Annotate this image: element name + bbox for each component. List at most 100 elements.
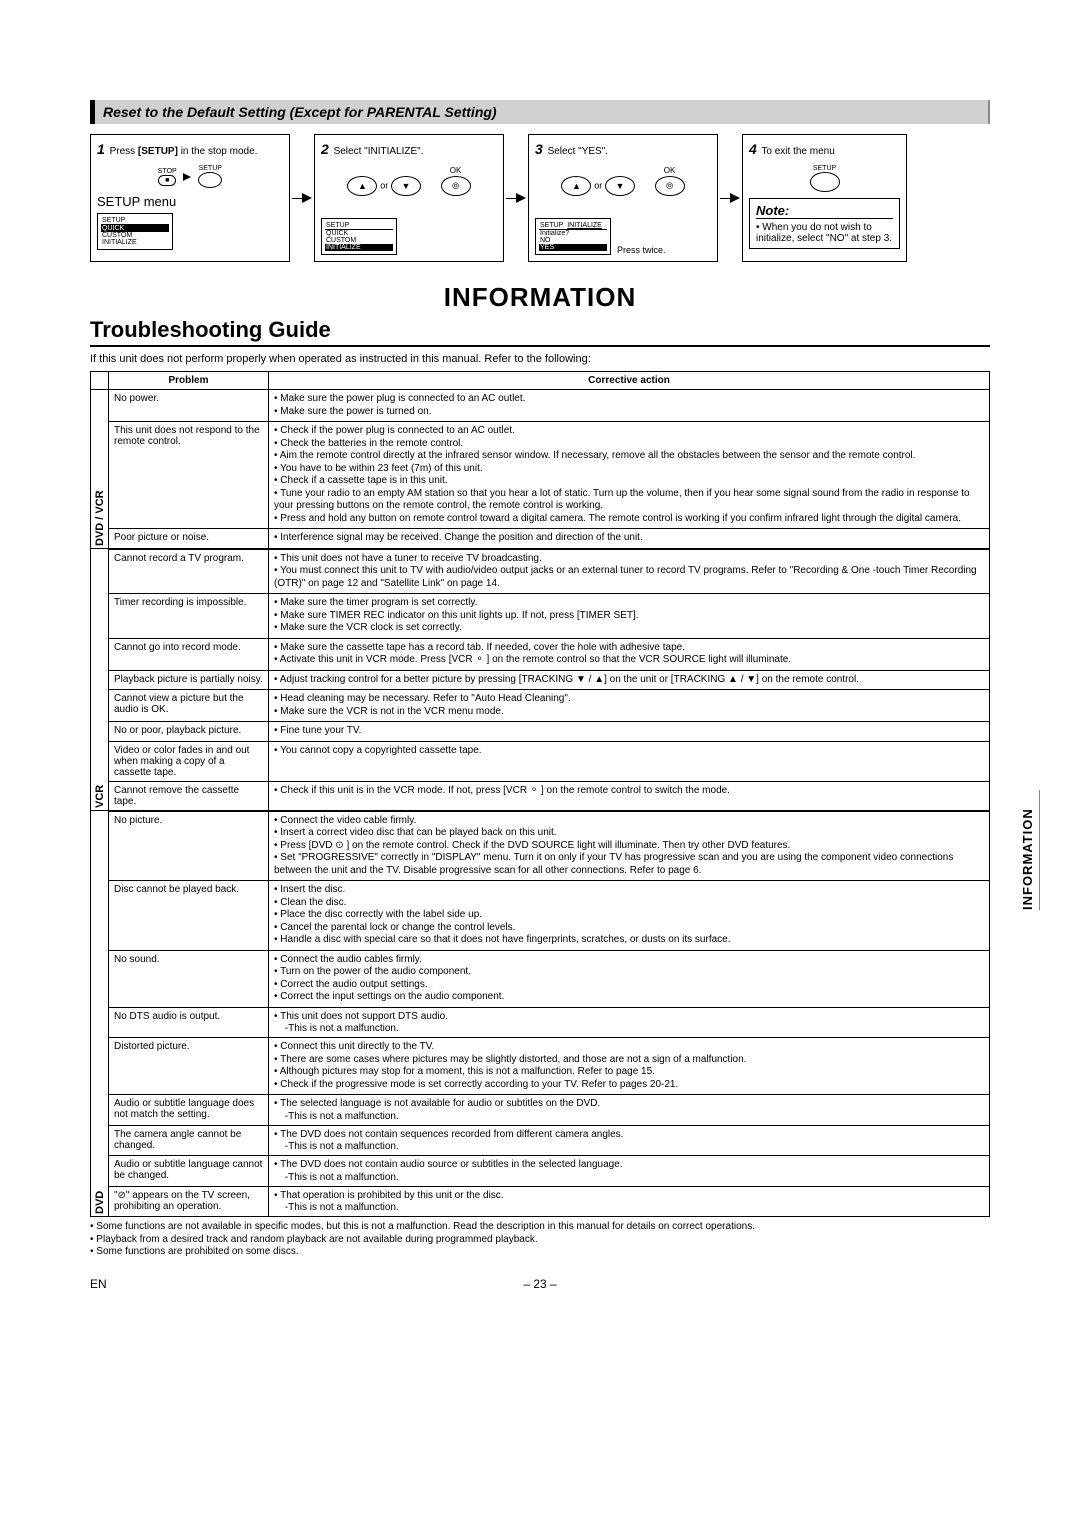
action-item: Make sure the timer program is set corre…	[274, 597, 984, 610]
setup-menu-3: SETUP INITIALIZE Initialize? NO YES	[535, 218, 611, 255]
action-item: Check if a cassette tape is in this unit…	[274, 475, 984, 488]
problem-cell: No DTS audio is output.	[109, 1007, 269, 1038]
step-4: 4 To exit the menu SETUP Note: • When yo…	[742, 134, 907, 262]
action-cell: You cannot copy a copyrighted cassette t…	[269, 741, 990, 781]
action-item: Connect this unit directly to the TV.	[274, 1041, 984, 1054]
troubleshooting-heading: Troubleshooting Guide	[90, 317, 990, 347]
step-2: 2 Select "INITIALIZE". ▲ or ▼ OK ⦾ SETUP…	[314, 134, 504, 262]
problem-cell: Playback picture is partially noisy.	[109, 670, 269, 690]
step-3-text: Select "YES".	[548, 146, 608, 157]
table-row: No DTS audio is output. This unit does no…	[91, 1007, 990, 1038]
step-4-num: 4	[749, 141, 757, 157]
action-cell: The DVD does not contain audio source or…	[269, 1156, 990, 1187]
table-row: The camera angle cannot be changed. The D…	[91, 1125, 990, 1156]
action-item: Adjust tracking control for a better pic…	[274, 674, 984, 687]
action-item: The DVD does not contain sequences recor…	[274, 1129, 984, 1142]
steps-row: 1 Press [SETUP] in the stop mode. STOP ■…	[90, 134, 990, 262]
action-item: -This is not a malfunction.	[274, 1111, 984, 1122]
action-item: That operation is prohibited by this uni…	[274, 1190, 984, 1203]
problem-cell: "⊘" appears on the TV screen, prohibitin…	[109, 1186, 269, 1217]
table-row: "⊘" appears on the TV screen, prohibitin…	[91, 1186, 990, 1217]
ok-button-icon: ⦾	[655, 176, 685, 196]
action-cell: Interference signal may be received. Cha…	[269, 529, 990, 549]
problem-cell: The camera angle cannot be changed.	[109, 1125, 269, 1156]
table-row: Playback picture is partially noisy. Adju…	[91, 670, 990, 690]
action-item: Press and hold any button on remote cont…	[274, 513, 984, 526]
action-item: Place the disc correctly with the label …	[274, 909, 984, 922]
action-item: Check the batteries in the remote contro…	[274, 438, 984, 451]
problem-cell: Cannot go into record mode.	[109, 638, 269, 670]
setup-menu-2: SETUP QUICK CUSTOM INITIALIZE	[321, 218, 397, 255]
problem-cell: Poor picture or noise.	[109, 529, 269, 549]
table-row: Audio or subtitle language does not matc…	[91, 1095, 990, 1126]
action-cell: Make sure the timer program is set corre…	[269, 594, 990, 639]
step-1-text: Press [SETUP] in the stop mode.	[110, 146, 258, 157]
problem-cell: No picture.	[109, 811, 269, 881]
setup-button-icon	[810, 172, 840, 192]
action-item: The selected language is not available f…	[274, 1098, 984, 1111]
intro-text: If this unit does not perform properly w…	[90, 353, 990, 365]
action-item: You must connect this unit to TV with au…	[274, 565, 984, 590]
arrow-icon	[302, 193, 312, 203]
table-row: DVD / VCRNo power.Make sure the power pl…	[91, 390, 990, 422]
page-number: – 23 –	[90, 1277, 990, 1291]
setup-label: SETUP	[199, 165, 222, 172]
down-button-icon: ▼	[605, 176, 635, 196]
action-cell: Make sure the power plug is connected to…	[269, 390, 990, 422]
action-item: Activate this unit in VCR mode. Press [V…	[274, 654, 984, 667]
problem-cell: Video or color fades in and out when mak…	[109, 741, 269, 781]
th-action: Corrective action	[269, 372, 990, 390]
action-item: Insert the disc.	[274, 884, 984, 897]
footnote-item: Some functions are prohibited on some di…	[90, 1246, 990, 1259]
action-item: This unit does not support DTS audio.	[274, 1011, 984, 1024]
action-item: Make sure the VCR clock is set correctly…	[274, 622, 984, 635]
category-cell: DVD	[91, 811, 109, 1217]
action-cell: Insert the disc.Clean the disc.Place the…	[269, 881, 990, 951]
problem-cell: Cannot view a picture but the audio is O…	[109, 690, 269, 722]
action-cell: That operation is prohibited by this uni…	[269, 1186, 990, 1217]
th-problem: Problem	[109, 372, 269, 390]
step-2-text: Select "INITIALIZE".	[334, 146, 424, 157]
action-item: Head cleaning may be necessary. Refer to…	[274, 693, 984, 706]
problem-cell: Audio or subtitle language cannot be cha…	[109, 1156, 269, 1187]
table-row: No sound.Connect the audio cables firmly…	[91, 950, 990, 1007]
action-item: Make sure the cassette tape has a record…	[274, 642, 984, 655]
arrow-icon	[183, 173, 191, 181]
problem-cell: Distorted picture.	[109, 1038, 269, 1095]
stop-button-icon: ■	[158, 175, 176, 186]
action-item: The DVD does not contain audio source or…	[274, 1159, 984, 1172]
action-item: You cannot copy a copyrighted cassette t…	[274, 745, 984, 758]
problem-cell: Audio or subtitle language does not matc…	[109, 1095, 269, 1126]
category-cell: DVD / VCR	[91, 390, 109, 549]
action-item: Turn on the power of the audio component…	[274, 966, 984, 979]
action-cell: Connect this unit directly to the TV.The…	[269, 1038, 990, 1095]
action-item: Cancel the parental lock or change the c…	[274, 922, 984, 935]
problem-cell: Disc cannot be played back.	[109, 881, 269, 951]
action-cell: Check if the power plug is connected to …	[269, 422, 990, 529]
table-row: Audio or subtitle language cannot be cha…	[91, 1156, 990, 1187]
up-button-icon: ▲	[347, 176, 377, 196]
action-item: Set "PROGRESSIVE" correctly in "DISPLAY"…	[274, 852, 984, 877]
action-cell: Fine tune your TV.	[269, 722, 990, 742]
action-item: -This is not a malfunction.	[274, 1141, 984, 1152]
action-cell: Head cleaning may be necessary. Refer to…	[269, 690, 990, 722]
action-item: There are some cases where pictures may …	[274, 1054, 984, 1067]
action-item: Aim the remote control directly at the i…	[274, 450, 984, 463]
action-item: Although pictures may stop for a moment,…	[274, 1066, 984, 1079]
down-button-icon: ▼	[391, 176, 421, 196]
setup-menu-title: SETUP menu	[97, 194, 283, 209]
side-tab: INFORMATION	[1020, 790, 1040, 910]
table-row: Video or color fades in and out when mak…	[91, 741, 990, 781]
footnote-item: Some functions are not available in spec…	[90, 1221, 990, 1234]
table-row: Cannot go into record mode. Make sure the…	[91, 638, 990, 670]
ok-button-icon: ⦾	[441, 176, 471, 196]
action-item: Clean the disc.	[274, 897, 984, 910]
action-item: Tune your radio to an empty AM station s…	[274, 488, 984, 513]
action-item: Press [DVD ⊙ ] on the remote control. Ch…	[274, 840, 984, 853]
action-item: Make sure the power plug is connected to…	[274, 393, 984, 406]
ok-label: OK	[450, 166, 462, 175]
action-item: This unit does not have a tuner to recei…	[274, 553, 984, 566]
action-item: Connect the audio cables firmly.	[274, 954, 984, 967]
action-cell: This unit does not have a tuner to recei…	[269, 549, 990, 594]
action-cell: Adjust tracking control for a better pic…	[269, 670, 990, 690]
